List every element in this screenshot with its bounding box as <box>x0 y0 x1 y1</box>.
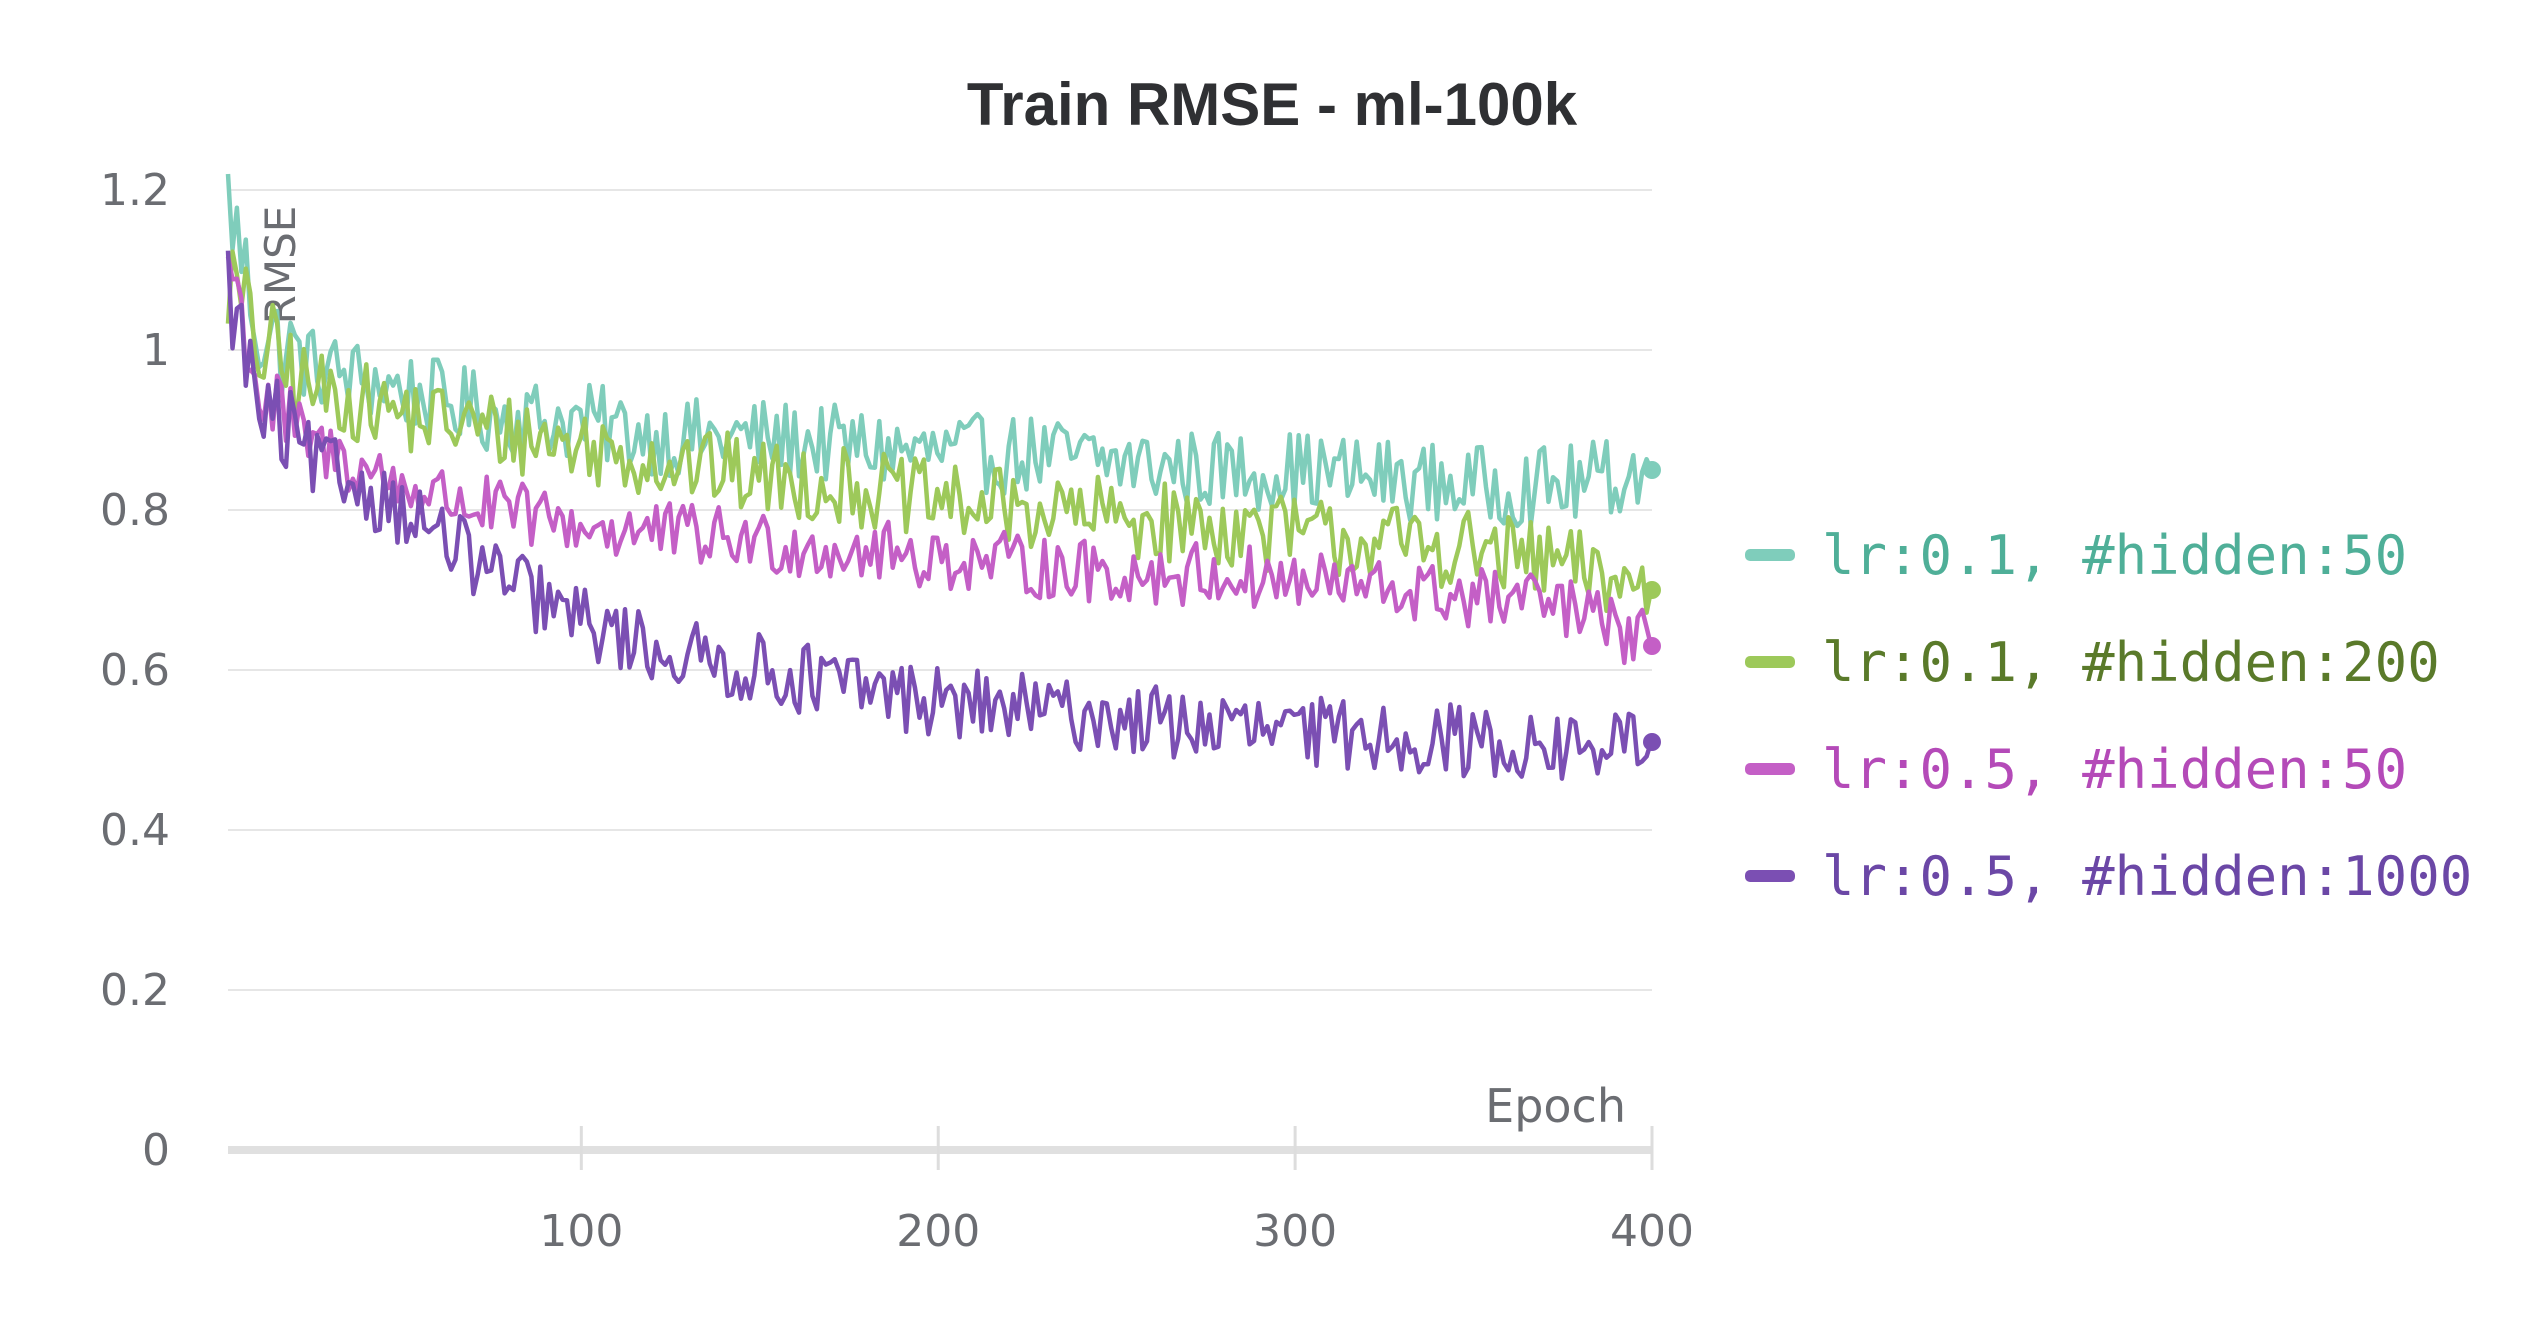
x-axis-label: Epoch <box>1485 1079 1626 1133</box>
series-end-point <box>1643 581 1661 599</box>
y-tick-label: 0.8 <box>100 485 170 536</box>
y-tick-label: 1.2 <box>100 165 170 216</box>
y-tick-label: 0.2 <box>100 965 170 1016</box>
legend-label: lr:0.1, #hidden:200 <box>1822 631 2440 694</box>
legend-swatch <box>1745 763 1795 775</box>
legend-swatch <box>1745 870 1795 882</box>
series-line <box>225 256 1654 666</box>
legend-label: lr:0.1, #hidden:50 <box>1822 524 2407 587</box>
x-tick-label: 300 <box>1253 1206 1337 1257</box>
series-line <box>225 173 1654 529</box>
legend: lr:0.1, #hidden:50 lr:0.1, #hidden:200 lr:… <box>1745 524 2472 908</box>
series-line <box>225 249 1654 615</box>
x-tick-label: 200 <box>896 1206 980 1257</box>
series-line <box>225 250 1654 781</box>
y-axis-label: RMSE <box>256 206 305 325</box>
legend-label: lr:0.5, #hidden:1000 <box>1822 845 2472 908</box>
y-tick-label: 0.4 <box>100 805 170 856</box>
legend-label: lr:0.5, #hidden:50 <box>1822 738 2407 801</box>
series-layer <box>225 173 1661 781</box>
x-tick-label: 100 <box>539 1206 623 1257</box>
y-tick-label: 0 <box>142 1125 170 1176</box>
x-tick-label: 400 <box>1610 1206 1694 1257</box>
series-end-point <box>1643 733 1661 751</box>
legend-swatch <box>1745 549 1795 561</box>
chart-title: Train RMSE - ml-100k <box>967 71 1578 138</box>
y-tick-label: 1 <box>142 325 170 376</box>
y-tick-label: 0.6 <box>100 645 170 696</box>
series-end-point <box>1643 637 1661 655</box>
legend-swatch <box>1745 656 1795 668</box>
x-axis: 100 200 300 400 <box>228 1126 1694 1257</box>
grid-lines <box>228 189 1652 991</box>
y-axis: 0 0.2 0.4 0.6 0.8 1 1.2 <box>100 165 170 1176</box>
series-end-point <box>1643 461 1661 479</box>
